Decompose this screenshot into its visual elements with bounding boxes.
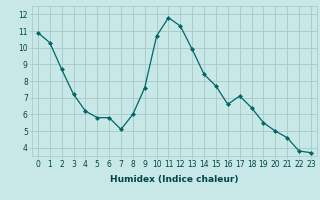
X-axis label: Humidex (Indice chaleur): Humidex (Indice chaleur) bbox=[110, 175, 239, 184]
